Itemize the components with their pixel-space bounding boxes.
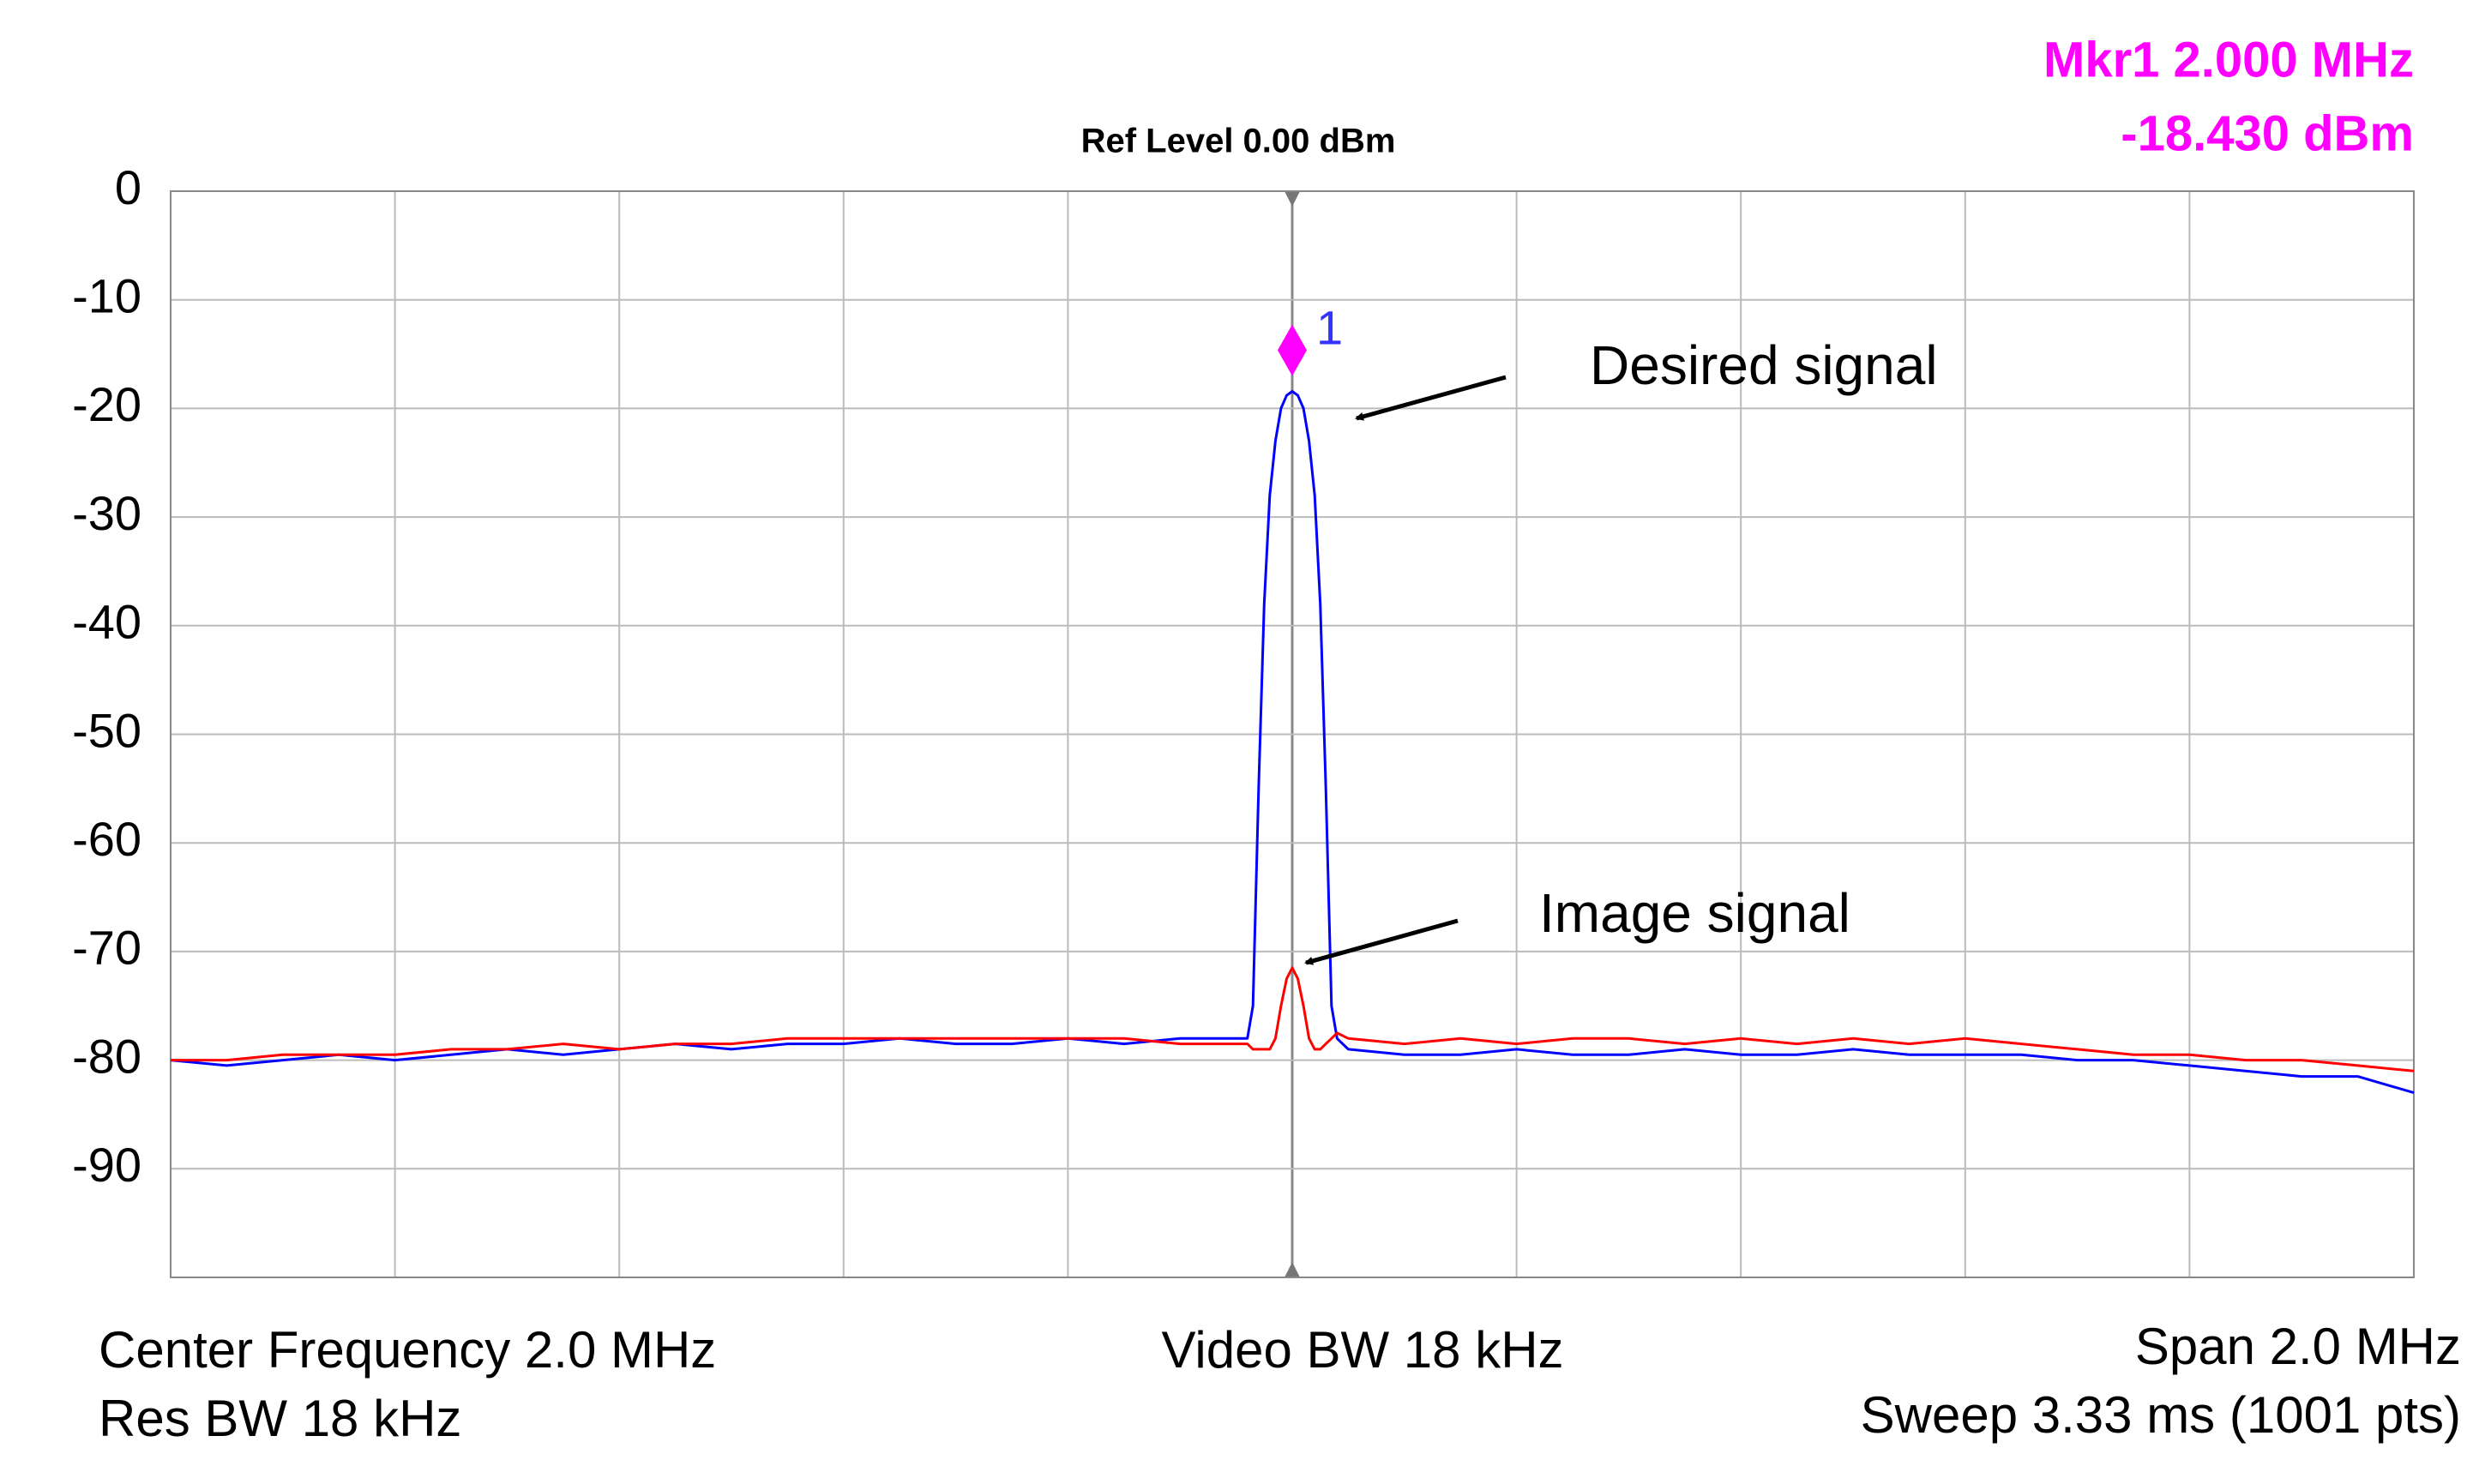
center-indicator [1285, 191, 1300, 207]
trace [170, 390, 2415, 1095]
y-tick-label: -50 [72, 703, 141, 757]
center-frequency: Center Frequency 2.0 MHz [99, 1321, 716, 1379]
ref-level: Ref Level 0.00 dBm [1081, 123, 1396, 160]
y-tick-label: -80 [72, 1029, 141, 1083]
marker-level: -18.430 dBm [2121, 105, 2414, 161]
sweep: Sweep 3.33 ms (1001 pts) [1861, 1386, 2461, 1444]
y-tick-label: -40 [72, 595, 141, 649]
y-tick-label: -70 [72, 921, 141, 975]
annotation: Desired signal [1590, 334, 1938, 396]
res-bw: Res BW 18 kHz [99, 1390, 461, 1447]
y-tick-label: 0 [115, 160, 141, 214]
y-tick-label: -30 [72, 486, 141, 540]
trace [171, 966, 2415, 1072]
plot-area: 1 [170, 300, 2415, 1095]
arrow [1304, 918, 1459, 965]
center-indicator [1285, 1262, 1300, 1277]
marker-frequency: Mkr1 2.000 MHz [2043, 32, 2414, 87]
arrow [1355, 375, 1507, 421]
y-tick-label: -60 [72, 812, 141, 866]
marker-label: 1 [1316, 300, 1343, 354]
plot-frame [170, 190, 2415, 1278]
span: Span 2.0 MHz [2135, 1318, 2461, 1375]
y-tick-label: -20 [72, 377, 141, 431]
annotation: Image signal [1539, 882, 1850, 944]
y-tick-label: -10 [72, 268, 141, 322]
video-bw: Video BW 18 kHz [1161, 1321, 1563, 1379]
marker-diamond [1278, 324, 1307, 376]
y-tick-label: -90 [72, 1138, 141, 1192]
